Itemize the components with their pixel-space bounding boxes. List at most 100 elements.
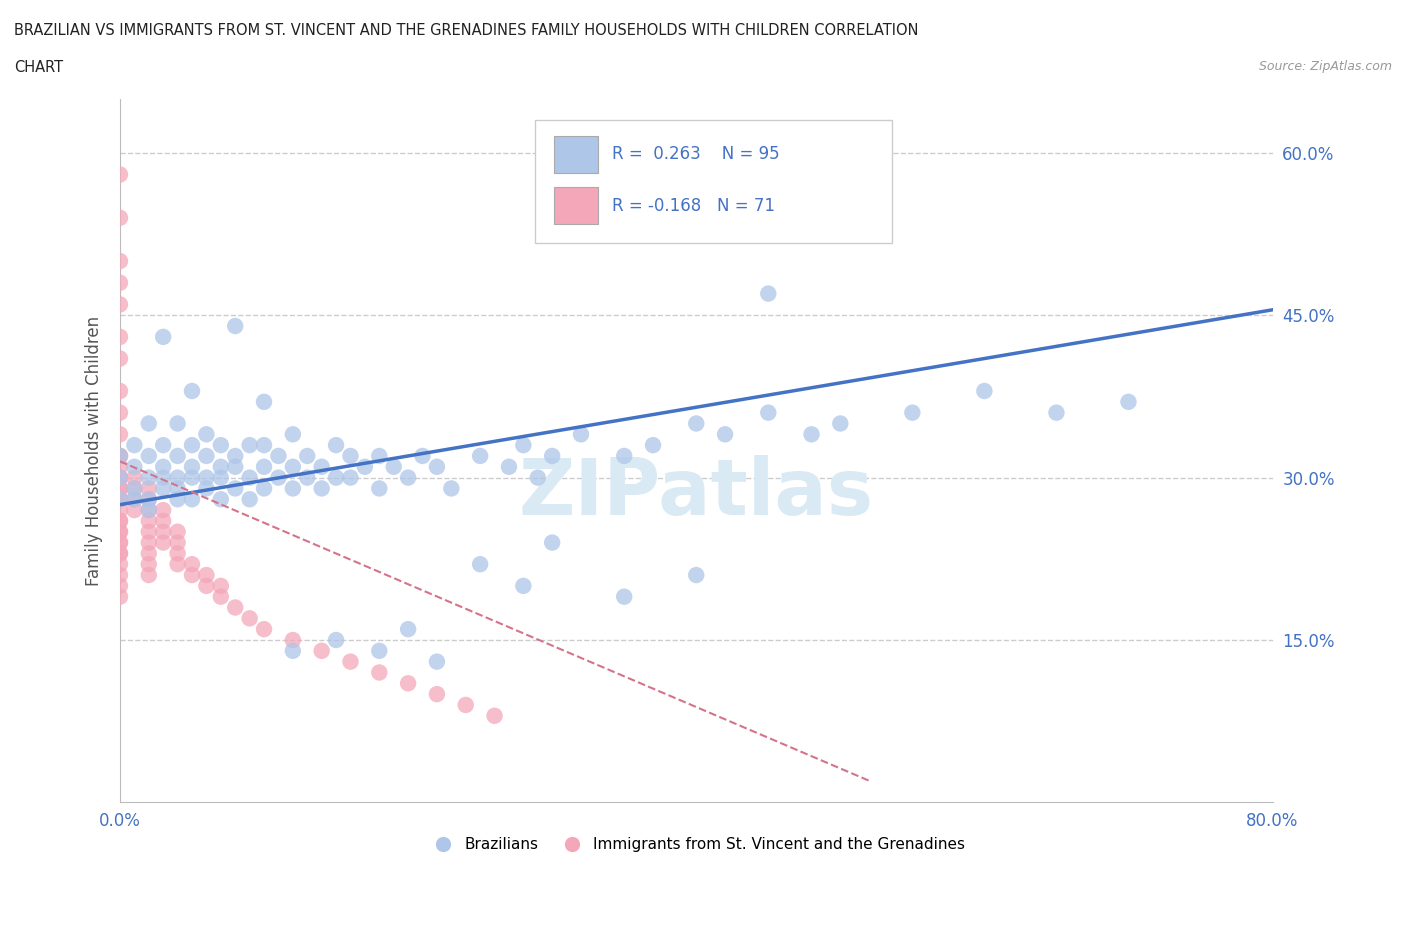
- Point: [124, 502, 146, 517]
- Point: [195, 567, 218, 582]
- Point: [108, 254, 131, 269]
- Point: [138, 492, 160, 507]
- Text: R = -0.168   N = 71: R = -0.168 N = 71: [612, 196, 775, 215]
- Point: [224, 319, 246, 334]
- Point: [108, 525, 131, 539]
- Point: [281, 644, 304, 658]
- Point: [714, 427, 737, 442]
- Point: [166, 546, 188, 561]
- Point: [152, 513, 174, 528]
- Point: [512, 438, 534, 453]
- Point: [253, 438, 276, 453]
- Point: [195, 578, 218, 593]
- Point: [641, 438, 664, 453]
- Point: [108, 471, 131, 485]
- Point: [124, 459, 146, 474]
- Point: [108, 557, 131, 572]
- Point: [124, 471, 146, 485]
- Point: [325, 471, 347, 485]
- Point: [209, 492, 232, 507]
- Point: [108, 459, 131, 474]
- Point: [498, 459, 520, 474]
- Point: [108, 546, 131, 561]
- Point: [108, 352, 131, 366]
- Point: [166, 471, 188, 485]
- Point: [209, 590, 232, 604]
- Point: [756, 405, 779, 420]
- Point: [195, 471, 218, 485]
- Point: [108, 567, 131, 582]
- FancyBboxPatch shape: [554, 136, 599, 173]
- Point: [108, 492, 131, 507]
- Point: [152, 525, 174, 539]
- Point: [253, 481, 276, 496]
- Point: [267, 471, 290, 485]
- Point: [396, 676, 419, 691]
- Point: [426, 686, 449, 701]
- Point: [108, 448, 131, 463]
- Point: [224, 459, 246, 474]
- Point: [426, 459, 449, 474]
- Point: [138, 492, 160, 507]
- Point: [412, 448, 434, 463]
- Point: [108, 492, 131, 507]
- Point: [239, 611, 262, 626]
- Point: [108, 502, 131, 517]
- Point: [181, 471, 204, 485]
- Point: [368, 481, 391, 496]
- Point: [297, 448, 319, 463]
- Point: [166, 525, 188, 539]
- Point: [396, 471, 419, 485]
- Point: [108, 405, 131, 420]
- Point: [224, 600, 246, 615]
- Point: [253, 394, 276, 409]
- Point: [152, 329, 174, 344]
- Point: [124, 438, 146, 453]
- Point: [108, 525, 131, 539]
- Point: [138, 502, 160, 517]
- Point: [382, 459, 405, 474]
- Point: [108, 546, 131, 561]
- Point: [209, 459, 232, 474]
- Point: [468, 448, 491, 463]
- Point: [484, 709, 506, 724]
- Point: [526, 471, 548, 485]
- Point: [569, 427, 592, 442]
- Point: [541, 448, 564, 463]
- Point: [108, 297, 131, 312]
- Point: [1118, 394, 1140, 409]
- Point: [901, 405, 924, 420]
- Text: BRAZILIAN VS IMMIGRANTS FROM ST. VINCENT AND THE GRENADINES FAMILY HOUSEHOLDS WI: BRAZILIAN VS IMMIGRANTS FROM ST. VINCENT…: [14, 23, 918, 38]
- Point: [138, 535, 160, 550]
- Point: [512, 578, 534, 593]
- Point: [267, 448, 290, 463]
- Point: [756, 286, 779, 301]
- Point: [152, 471, 174, 485]
- Point: [426, 654, 449, 669]
- Point: [166, 481, 188, 496]
- Point: [195, 448, 218, 463]
- Point: [339, 471, 361, 485]
- Point: [152, 459, 174, 474]
- Point: [195, 427, 218, 442]
- Point: [239, 492, 262, 507]
- Point: [325, 632, 347, 647]
- Point: [181, 459, 204, 474]
- Point: [209, 471, 232, 485]
- Point: [239, 471, 262, 485]
- Point: [368, 448, 391, 463]
- Point: [138, 471, 160, 485]
- Point: [138, 416, 160, 431]
- Point: [311, 481, 333, 496]
- Point: [108, 427, 131, 442]
- Point: [124, 492, 146, 507]
- Point: [108, 535, 131, 550]
- Legend: Brazilians, Immigrants from St. Vincent and the Grenadines: Brazilians, Immigrants from St. Vincent …: [422, 830, 972, 858]
- Point: [181, 383, 204, 398]
- Point: [138, 525, 160, 539]
- Point: [124, 481, 146, 496]
- Point: [108, 578, 131, 593]
- Point: [253, 459, 276, 474]
- Point: [685, 567, 707, 582]
- Point: [311, 459, 333, 474]
